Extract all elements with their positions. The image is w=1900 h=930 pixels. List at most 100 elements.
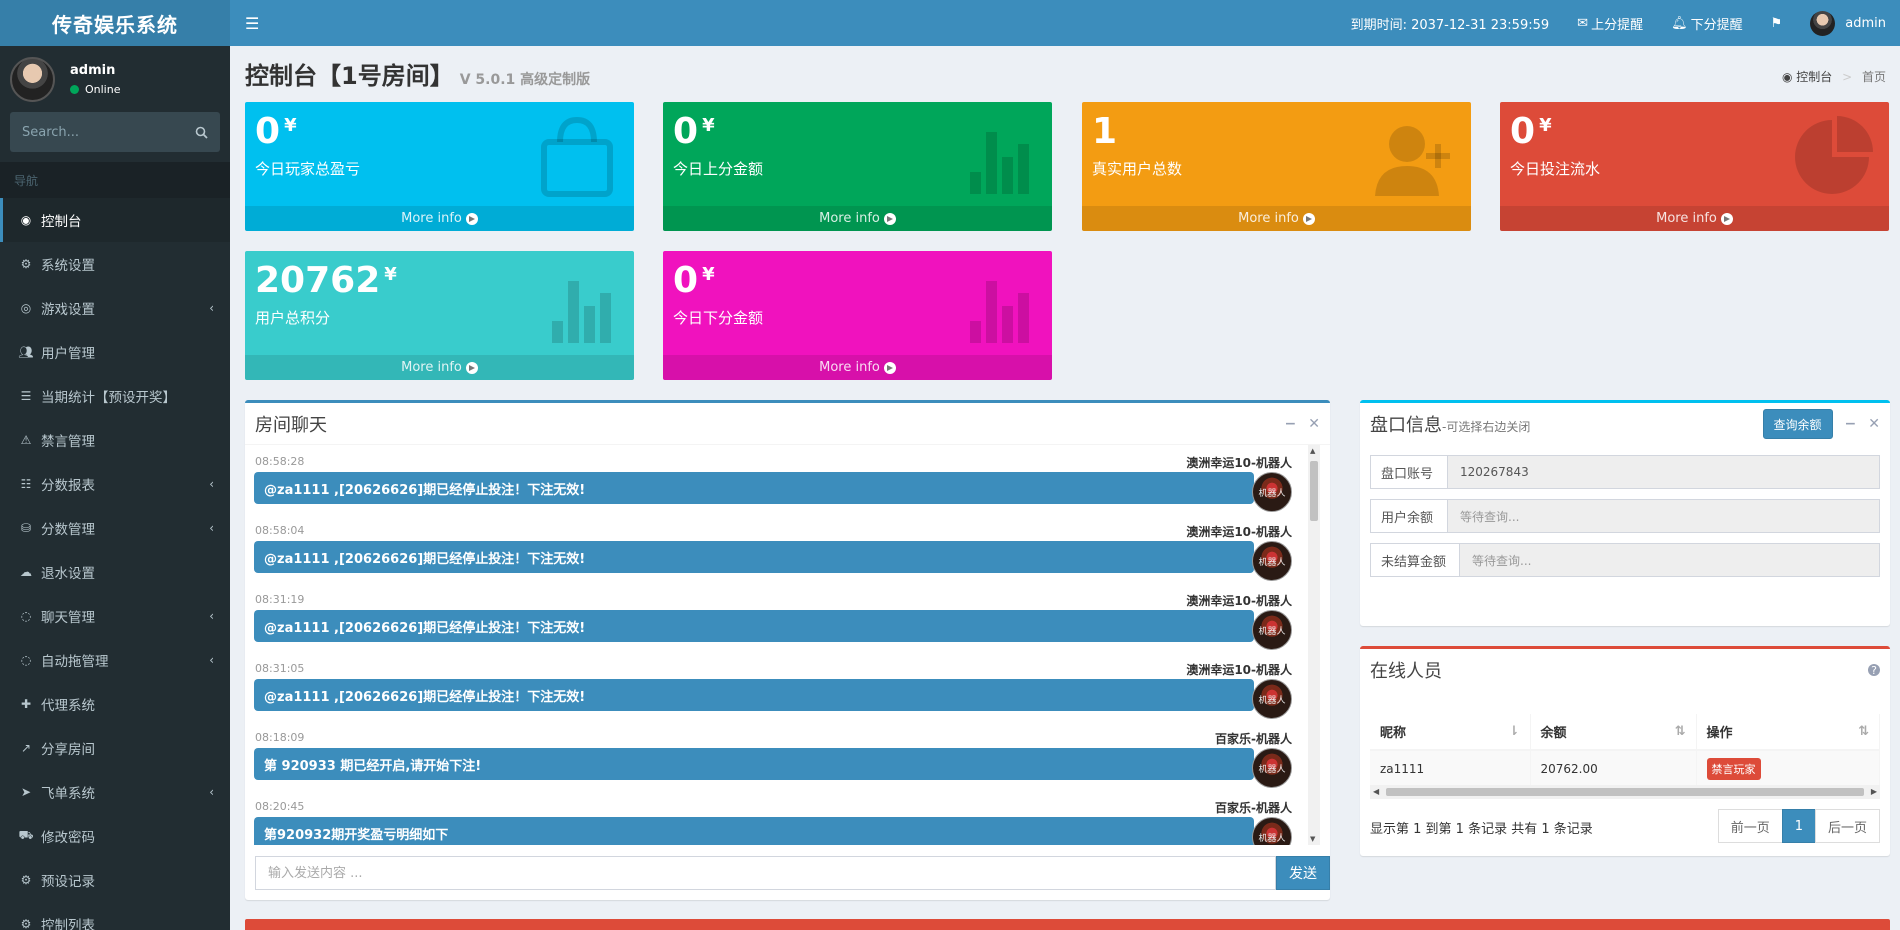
sidebar-item-label: 修改密码 [41, 830, 95, 846]
field-value[interactable]: 等待查询... [1460, 543, 1880, 577]
robot-avatar: 机器人 [1252, 748, 1292, 788]
more-info-link[interactable]: More info [1082, 206, 1471, 231]
search-input[interactable] [22, 124, 195, 140]
flag-button[interactable]: ⚑ [1757, 16, 1797, 31]
sidebar-item[interactable]: ⚙ 控制列表 [0, 902, 230, 930]
user-plus-icon [1369, 112, 1459, 202]
sidebar-item[interactable]: ☷ 分数报表 ‹ [0, 462, 230, 506]
bell-icon: 🔔︎ [1671, 15, 1688, 31]
table-info: 显示第 1 到第 1 条记录 共有 1 条记录 [1370, 822, 1593, 837]
currency-symbol: ¥ [1539, 115, 1552, 136]
chat-message: 08:31:05 澳洲幸运10-机器人 @za1111 ,[20626626]期已经… [245, 652, 1320, 721]
stat-value: 1 [1092, 111, 1118, 152]
pie-chart-icon [1787, 112, 1877, 202]
up-alert-button[interactable]: ✉ 上分提醒 [1563, 14, 1657, 33]
chat-title: 房间聊天 [255, 414, 327, 436]
sidebar-item[interactable]: ➤ 飞单系统 ‹ [0, 770, 230, 814]
robot-avatar: 机器人 [1252, 610, 1292, 650]
scroll-thumb[interactable] [1310, 461, 1318, 521]
mute-player-button[interactable]: 禁言玩家 [1706, 757, 1761, 780]
field-value[interactable]: 等待查询... [1448, 499, 1880, 533]
page-1-button[interactable]: 1 [1781, 809, 1816, 843]
message-author: 澳洲幸运10-机器人 [1186, 456, 1292, 470]
sidebar-item[interactable]: 👥︎ 用户管理 [0, 330, 230, 374]
sidebar-item-label: 当期统计【预设开奖】 [41, 390, 176, 406]
top-avatar [1810, 10, 1836, 36]
sidebar-item[interactable]: ⛟ 修改密码 [0, 814, 230, 858]
chat-scrollbar[interactable]: ▲ ▼ [1308, 445, 1320, 845]
close-icon[interactable]: ✕ [1868, 416, 1880, 432]
prev-page-button[interactable]: 前一页 [1717, 809, 1783, 843]
account-subtitle: -可选择右边关闭 [1442, 420, 1531, 434]
query-balance-button[interactable]: 查询余额 [1762, 409, 1833, 439]
hscroll-thumb[interactable] [1386, 788, 1864, 796]
chat-input[interactable] [255, 856, 1276, 890]
sort-icon: ⇂ [1508, 724, 1520, 739]
sidebar: 传奇娱乐系统 admin Online 导航 ◉ 控制台 ⚙ 系统设置 ◎ 游戏设置 ‹ 👥︎… [0, 0, 230, 930]
down-alert-label: 下分提醒 [1690, 17, 1743, 33]
shopping-bag-icon [532, 112, 622, 202]
more-info-link[interactable]: More info [663, 355, 1052, 380]
scroll-right-icon[interactable]: ▶ [1870, 787, 1877, 796]
flag-icon: ⚑ [1770, 15, 1783, 31]
sidebar-item[interactable]: ↗ 分享房间 [0, 726, 230, 770]
collapse-icon[interactable]: − [1844, 416, 1857, 432]
sidebar-toggle-icon[interactable]: ☰ [245, 13, 260, 33]
online-users-box: 在线人员 ? 昵称 ⇂ 余额 ⇅ 操作 ⇅ za1111 20762.00 禁言玩家 … [1360, 646, 1890, 856]
stat-label: 用户总积分 [255, 308, 331, 327]
sidebar-item[interactable]: ◌ 聊天管理 ‹ [0, 594, 230, 638]
more-info-link[interactable]: More info [1500, 206, 1889, 231]
sidebar-item[interactable]: ☁ 退水设置 [0, 550, 230, 594]
sidebar-item[interactable]: ⚠ 禁言管理 [0, 418, 230, 462]
more-info-link[interactable]: More info [245, 206, 634, 231]
breadcrumb-current: 首页 [1861, 70, 1886, 84]
stat-label: 今日上分金额 [673, 159, 764, 178]
field-value[interactable]: 120267843 [1448, 455, 1880, 489]
breadcrumb-home[interactable]: 控制台 [1796, 70, 1833, 84]
sidebar-item[interactable]: ◎ 游戏设置 ‹ [0, 286, 230, 330]
down-alert-button[interactable]: 🔔︎ 下分提醒 [1657, 14, 1757, 33]
send-button[interactable]: 发送 [1276, 856, 1330, 890]
sidebar-item[interactable]: ◌ 自动拖管理 ‹ [0, 638, 230, 682]
currency-symbol: ¥ [702, 264, 715, 285]
sidebar-item[interactable]: ☰ 当期统计【预设开奖】 [0, 374, 230, 418]
brand-logo[interactable]: 传奇娱乐系统 [0, 0, 230, 46]
sidebar-item[interactable]: ✚ 代理系统 [0, 682, 230, 726]
column-header-action[interactable]: 操作 ⇅ [1696, 714, 1880, 751]
search-icon[interactable] [195, 126, 208, 139]
account-field: 用户余额 等待查询... [1370, 499, 1880, 533]
table-row: za1111 20762.00 禁言玩家 [1370, 750, 1880, 786]
collapse-icon[interactable]: − [1284, 415, 1297, 432]
user-menu[interactable]: admin [1796, 10, 1900, 36]
chevron-left-icon: ‹ [209, 301, 214, 315]
chat-messages[interactable]: 08:58:28 澳洲幸运10-机器人 @za1111 ,[20626626]期已经… [245, 445, 1320, 845]
scroll-up-icon[interactable]: ▲ [1310, 447, 1316, 455]
sidebar-item[interactable]: ⚙ 系统设置 [0, 242, 230, 286]
stat-label: 今日投注流水 [1510, 159, 1601, 178]
cogs-icon: ⚙ [20, 257, 32, 271]
scroll-down-icon[interactable]: ▼ [1310, 835, 1316, 843]
gamepad-icon: ◎ [20, 301, 32, 315]
close-icon[interactable]: ✕ [1308, 415, 1320, 432]
message-author: 百家乐-机器人 [1215, 801, 1292, 815]
content-header: 控制台【1号房间】 V 5.0.1 高级定制版 ◉ 控制台 > 首页 [245, 56, 1890, 92]
paper-plane-icon: ➤ [20, 785, 32, 799]
next-page-button[interactable]: 后一页 [1814, 809, 1880, 843]
dashboard-icon: ◉ [20, 213, 32, 227]
field-label: 用户余额 [1370, 499, 1448, 533]
column-header-balance[interactable]: 余额 ⇅ [1530, 714, 1697, 751]
sidebar-item[interactable]: ◉ 控制台 [0, 198, 230, 242]
scroll-left-icon[interactable]: ◀ [1373, 787, 1380, 796]
online-title: 在线人员 [1370, 661, 1442, 682]
sidebar-item[interactable]: ⛁ 分数管理 ‹ [0, 506, 230, 550]
column-header-nickname[interactable]: 昵称 ⇂ [1370, 714, 1531, 751]
help-icon[interactable]: ? [1868, 664, 1880, 677]
stat-label: 今日玩家总盈亏 [255, 159, 361, 178]
message-time: 08:31:05 [255, 662, 305, 675]
user-plus-icon: ✚ [20, 697, 32, 711]
more-info-link[interactable]: More info [245, 355, 634, 380]
more-info-link[interactable]: More info [663, 206, 1052, 231]
table-hscrollbar[interactable]: ◀ ▶ [1370, 785, 1880, 799]
sidebar-item[interactable]: ⚙ 预设记录 [0, 858, 230, 902]
field-label: 未结算金额 [1370, 543, 1460, 577]
